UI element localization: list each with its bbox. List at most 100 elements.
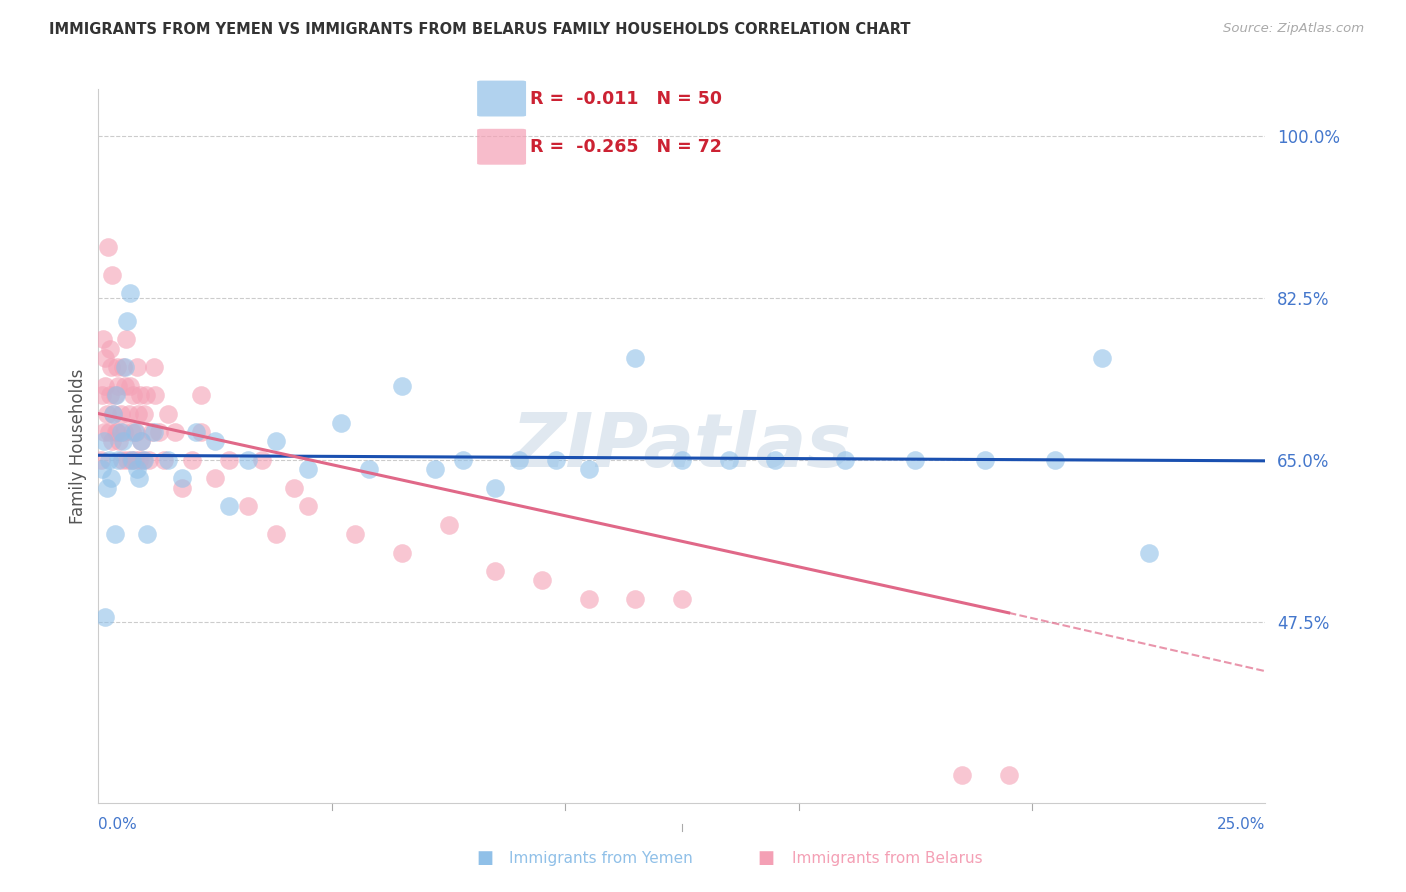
Point — [578, 462, 600, 476]
Point — [91, 333, 114, 347]
Point — [132, 453, 155, 467]
Point — [111, 453, 134, 467]
Point — [94, 351, 117, 365]
Point — [105, 425, 128, 439]
Text: ■: ■ — [758, 849, 775, 867]
Point — [330, 416, 353, 430]
Point — [91, 462, 114, 476]
Point — [110, 425, 132, 439]
Point — [105, 388, 128, 402]
Point — [359, 462, 381, 476]
Point — [950, 768, 973, 782]
Point — [218, 453, 240, 467]
Point — [104, 388, 127, 402]
Point — [118, 407, 141, 421]
Point — [97, 453, 120, 467]
Point — [165, 425, 187, 439]
Point — [131, 434, 153, 449]
Point — [98, 342, 121, 356]
Point — [121, 453, 143, 467]
Point — [508, 453, 530, 467]
Point — [114, 378, 136, 392]
Point — [451, 453, 474, 467]
Point — [204, 471, 226, 485]
Point — [578, 591, 600, 606]
Point — [122, 388, 145, 402]
Point — [145, 388, 167, 402]
Point — [143, 425, 166, 439]
Point — [131, 434, 153, 449]
Point — [236, 500, 259, 514]
Point — [97, 425, 120, 439]
Point — [190, 388, 212, 402]
Point — [904, 453, 927, 467]
Point — [125, 462, 148, 476]
Point — [129, 388, 152, 402]
Point — [297, 500, 319, 514]
Point — [997, 768, 1019, 782]
Point — [90, 453, 112, 467]
Point — [484, 564, 506, 578]
Point — [218, 500, 240, 514]
Point — [107, 453, 129, 467]
Point — [264, 434, 287, 449]
Point — [484, 481, 506, 495]
Point — [124, 425, 146, 439]
Point — [121, 425, 143, 439]
Point — [128, 453, 150, 467]
Point — [94, 610, 117, 624]
Point — [190, 425, 212, 439]
Point — [236, 453, 259, 467]
Point — [120, 453, 142, 467]
Point — [141, 425, 163, 439]
Point — [103, 407, 125, 421]
Point — [91, 388, 114, 402]
Point — [128, 471, 150, 485]
Point — [423, 462, 446, 476]
Point — [344, 527, 367, 541]
Point — [108, 434, 131, 449]
Text: R =  -0.011   N = 50: R = -0.011 N = 50 — [530, 89, 723, 108]
Point — [117, 314, 139, 328]
Point — [105, 425, 128, 439]
Point — [152, 453, 174, 467]
Point — [105, 360, 128, 375]
Point — [283, 481, 305, 495]
Text: 0.0%: 0.0% — [98, 817, 138, 831]
Text: Immigrants from Belarus: Immigrants from Belarus — [792, 851, 983, 865]
Point — [1137, 545, 1160, 559]
Point — [117, 453, 139, 467]
Point — [834, 453, 856, 467]
Point — [125, 425, 148, 439]
Point — [1045, 453, 1067, 467]
Point — [186, 425, 208, 439]
Text: R =  -0.265   N = 72: R = -0.265 N = 72 — [530, 137, 723, 156]
Point — [157, 453, 180, 467]
Text: IMMIGRANTS FROM YEMEN VS IMMIGRANTS FROM BELARUS FAMILY HOUSEHOLDS CORRELATION C: IMMIGRANTS FROM YEMEN VS IMMIGRANTS FROM… — [49, 22, 911, 37]
Point — [96, 407, 118, 421]
Point — [136, 527, 159, 541]
Point — [530, 574, 553, 588]
Point — [101, 434, 124, 449]
Point — [297, 462, 319, 476]
Point — [110, 407, 132, 421]
Point — [100, 471, 122, 485]
Point — [671, 591, 693, 606]
Point — [115, 333, 138, 347]
Point — [114, 360, 136, 375]
Point — [120, 378, 142, 392]
Text: ■: ■ — [477, 849, 494, 867]
Point — [104, 527, 127, 541]
Point — [94, 378, 117, 392]
Point — [264, 527, 287, 541]
Point — [98, 388, 121, 402]
Point — [180, 453, 202, 467]
Point — [437, 517, 460, 532]
Point — [138, 453, 160, 467]
Point — [96, 481, 118, 495]
Point — [124, 453, 146, 467]
Point — [172, 481, 194, 495]
Point — [250, 453, 273, 467]
Point — [97, 240, 120, 254]
Point — [544, 453, 567, 467]
